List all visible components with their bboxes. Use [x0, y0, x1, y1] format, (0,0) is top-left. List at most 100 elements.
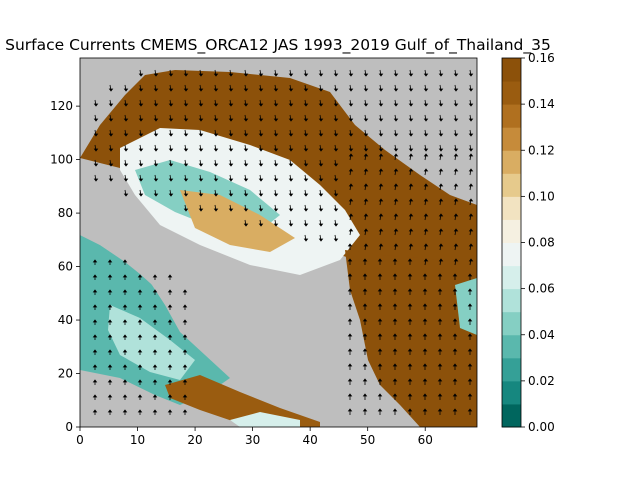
current-arrowhead — [348, 133, 354, 137]
current-arrowhead — [213, 163, 219, 167]
current-arrowhead — [422, 303, 428, 307]
current-arrowhead — [198, 118, 204, 122]
current-arrowhead — [167, 289, 173, 293]
current-arrowhead — [407, 273, 413, 277]
current-arrowhead — [288, 133, 294, 137]
current-arrowhead — [467, 333, 473, 337]
current-arrowhead — [393, 183, 399, 187]
colorbar-swatch — [502, 403, 521, 428]
current-arrowhead — [408, 168, 414, 172]
current-arrowhead — [453, 198, 459, 202]
current-arrowhead — [408, 73, 414, 77]
current-arrowhead — [92, 379, 98, 383]
region-central-eddies-tan — [180, 190, 295, 252]
current-arrowhead — [333, 238, 339, 242]
current-arrowhead — [437, 288, 443, 292]
current-arrowhead — [288, 163, 294, 167]
current-arrowhead — [392, 378, 398, 382]
current-arrowhead — [123, 103, 129, 107]
current-arrowhead — [333, 118, 339, 122]
current-arrowhead — [107, 319, 113, 323]
current-arrowhead — [438, 258, 444, 262]
current-arrowhead — [407, 393, 413, 397]
current-arrowhead — [468, 213, 474, 217]
y-tick-label: 100 — [50, 153, 73, 167]
current-arrowhead — [273, 208, 279, 212]
current-arrowhead — [438, 148, 444, 152]
current-arrowhead — [318, 238, 324, 242]
current-arrowhead — [347, 408, 353, 412]
y-tick-label: 80 — [58, 206, 73, 220]
current-arrowhead — [92, 259, 98, 263]
current-arrowhead — [213, 148, 219, 152]
x-tick-label: 60 — [418, 433, 433, 447]
x-tick-label: 0 — [76, 433, 84, 447]
current-vectors — [92, 69, 474, 415]
current-arrowhead — [182, 304, 188, 308]
x-tick-label: 50 — [360, 433, 375, 447]
current-arrowhead — [422, 333, 428, 337]
current-arrowhead — [122, 334, 128, 338]
current-arrowhead — [438, 88, 444, 92]
current-arrowhead — [423, 198, 429, 202]
current-arrowhead — [453, 258, 459, 262]
current-arrowhead — [108, 118, 114, 122]
current-arrowhead — [363, 243, 369, 247]
current-arrowhead — [423, 168, 429, 172]
current-arrowhead — [363, 153, 369, 157]
current-arrowhead — [438, 73, 444, 77]
current-arrowhead — [333, 88, 339, 92]
current-arrowhead — [377, 273, 383, 277]
current-arrowhead — [288, 103, 294, 107]
current-arrowhead — [288, 88, 294, 92]
current-arrowhead — [378, 183, 384, 187]
colorbar-tick-label: 0.10 — [528, 189, 555, 203]
current-arrowhead — [92, 319, 98, 323]
current-arrowhead — [393, 168, 399, 172]
current-arrowhead — [167, 334, 173, 338]
current-arrowhead — [407, 408, 413, 412]
current-arrowhead — [422, 318, 428, 322]
current-arrowhead — [213, 73, 219, 77]
current-arrowhead — [453, 88, 459, 92]
current-arrowhead — [452, 273, 458, 277]
current-arrowhead — [318, 73, 324, 77]
current-arrowhead — [468, 228, 474, 232]
current-arrowhead — [333, 208, 339, 212]
current-arrowhead — [288, 118, 294, 122]
current-arrowhead — [153, 148, 159, 152]
current-arrowhead — [468, 148, 474, 152]
current-arrowhead — [348, 228, 354, 232]
colorbar-swatch — [502, 334, 521, 359]
current-arrowhead — [243, 73, 249, 77]
current-arrowhead — [243, 163, 249, 167]
current-arrowhead — [288, 148, 294, 152]
current-arrowhead — [453, 103, 459, 107]
current-arrowhead — [168, 73, 174, 77]
current-arrowhead — [273, 103, 279, 107]
current-arrowhead — [198, 208, 204, 212]
chart-title: Surface Currents CMEMS_ORCA12 JAS 1993_2… — [5, 36, 551, 55]
y-axis: 0 20 40 60 80 100 120 — [50, 99, 80, 434]
current-arrowhead — [93, 103, 99, 107]
current-arrowhead — [392, 333, 398, 337]
current-arrowhead — [438, 183, 444, 187]
current-arrowhead — [153, 103, 159, 107]
current-arrowhead — [153, 163, 159, 167]
current-arrowhead — [347, 243, 353, 247]
current-arrowhead — [347, 273, 353, 277]
current-arrowhead — [437, 303, 443, 307]
current-arrowhead — [213, 178, 219, 182]
current-arrowhead — [167, 394, 173, 398]
current-arrowhead — [453, 243, 459, 247]
current-arrowhead — [122, 409, 128, 413]
current-arrowhead — [107, 364, 113, 368]
current-arrowhead — [468, 103, 474, 107]
current-arrowhead — [228, 133, 234, 137]
current-arrowhead — [468, 73, 474, 77]
current-arrowhead — [108, 163, 114, 167]
current-arrowhead — [437, 318, 443, 322]
current-arrowhead — [423, 258, 429, 262]
current-arrowhead — [303, 193, 309, 197]
current-arrowhead — [408, 183, 414, 187]
